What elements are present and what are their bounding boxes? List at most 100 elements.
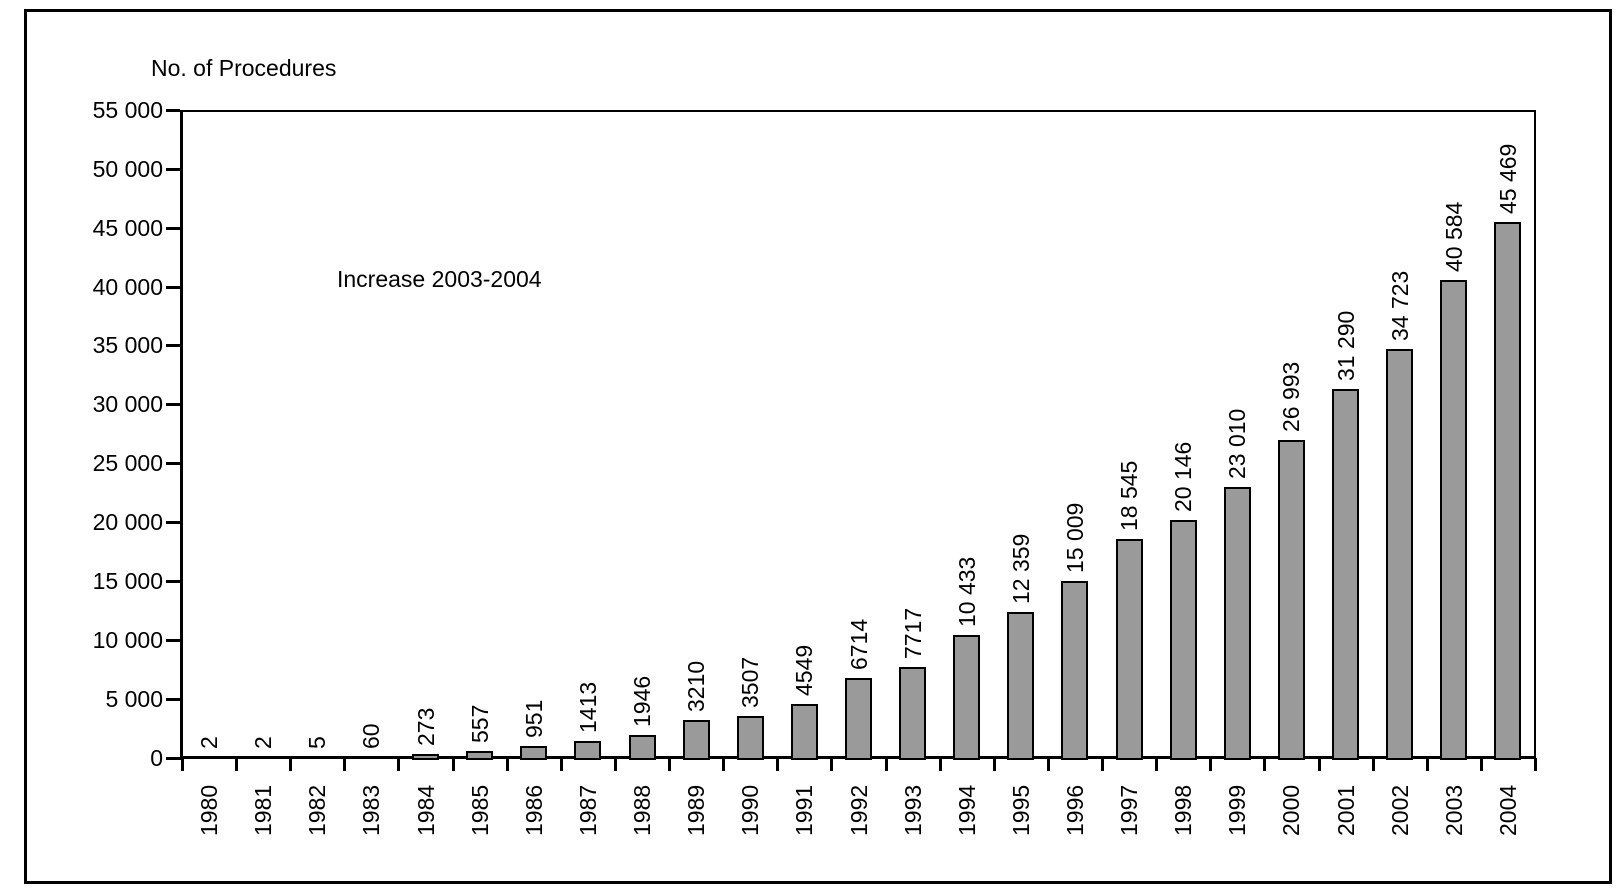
x-axis-label-1982: 1982 [304,784,330,836]
bar-1998 [1170,520,1197,760]
bar-value-label-1993: 7717 [900,607,926,659]
y-axis-label-35000: 35 000 [92,332,163,358]
bar-value-label-1998: 20 146 [1170,441,1196,512]
bar-value-label-1991: 4549 [791,644,817,696]
bar-1987 [574,741,601,760]
bar-1997 [1116,539,1143,760]
x-axis-tick [1047,758,1050,771]
bar-1994 [953,635,980,760]
x-axis-tick [1372,758,1375,771]
x-axis-label-1990: 1990 [737,784,763,836]
x-axis-label-1985: 1985 [467,784,493,836]
bar-value-label-1980: 2 [196,736,222,749]
y-axis-tick [166,168,180,171]
x-axis-tick [614,758,617,771]
y-axis-label-10000: 10 000 [92,627,163,653]
bar-1986 [520,746,547,760]
bar-2000 [1278,440,1305,760]
bar-value-label-1997: 18 545 [1116,460,1142,531]
x-axis-label-1983: 1983 [358,784,384,836]
bar-value-label-1992: 6714 [846,618,872,670]
plot-right-border [1534,110,1536,758]
bar-value-label-1987: 1413 [575,681,601,733]
y-axis-tick [166,286,180,289]
bar-1993 [899,667,926,760]
x-axis-tick [397,758,400,771]
bar-value-label-1988: 1946 [629,675,655,727]
y-axis-tick [166,462,180,465]
bar-1985 [466,751,493,760]
x-axis-label-1994: 1994 [954,784,980,836]
y-axis-tick [166,580,180,583]
x-axis-tick [181,758,184,771]
bar-2003 [1440,280,1467,760]
x-axis-label-1999: 1999 [1224,784,1250,836]
bar-value-label-1995: 12 359 [1008,533,1034,604]
x-axis-tick [1263,758,1266,771]
x-axis-label-2004: 2004 [1495,784,1521,836]
y-axis-label-15000: 15 000 [92,568,163,594]
x-axis-label-1988: 1988 [629,784,655,836]
y-axis-tick [166,227,180,230]
y-axis-label-0: 0 [150,745,163,771]
x-axis-label-1991: 1991 [791,784,817,836]
bar-value-label-1994: 10 433 [954,556,980,627]
bar-value-label-1986: 951 [521,699,547,738]
plot-top-border [182,110,1535,112]
bar-value-label-1999: 23 010 [1224,408,1250,479]
x-axis-tick [1426,758,1429,771]
x-axis-label-1989: 1989 [683,784,709,836]
x-axis-tick [506,758,509,771]
y-axis-label-25000: 25 000 [92,450,163,476]
bar-1988 [629,735,656,760]
y-axis-label-30000: 30 000 [92,391,163,417]
bar-value-label-1996: 15 009 [1062,502,1088,573]
x-axis-label-2003: 2003 [1441,784,1467,836]
bar-value-label-1985: 557 [467,704,493,743]
x-axis-label-1992: 1992 [846,784,872,836]
bar-value-label-1982: 5 [304,736,330,749]
bar-value-label-1989: 3210 [683,660,709,712]
y-axis-label-40000: 40 000 [92,274,163,300]
x-axis-label-1987: 1987 [575,784,601,836]
bar-value-label-1983: 60 [358,723,384,749]
bar-1999 [1224,487,1251,760]
x-axis-label-1998: 1998 [1170,784,1196,836]
bar-value-label-2002: 34 723 [1387,270,1413,341]
bar-2002 [1386,349,1413,760]
x-axis-tick [560,758,563,771]
x-axis-tick [289,758,292,771]
bar-value-label-2004: 45 469 [1495,143,1521,214]
bar-value-label-1981: 2 [250,736,276,749]
bar-1984 [412,754,439,760]
bar-2004 [1494,222,1521,760]
x-axis-tick [830,758,833,771]
x-axis-tick [885,758,888,771]
bar-1992 [845,678,872,760]
x-axis-label-1996: 1996 [1062,784,1088,836]
bar-1995 [1007,612,1034,760]
y-axis-line [180,110,183,760]
x-axis-tick [235,758,238,771]
chart-title: No. of Procedures [151,55,337,81]
x-axis-label-1986: 1986 [521,784,547,836]
bar-1989 [683,720,710,760]
x-axis-label-1995: 1995 [1008,784,1034,836]
x-axis-label-1981: 1981 [250,784,276,836]
x-axis-tick [1318,758,1321,771]
x-axis-tick [1101,758,1104,771]
y-axis-tick [166,757,180,760]
bar-2001 [1332,389,1359,760]
y-axis-label-5000: 5 000 [105,686,163,712]
bar-value-label-2003: 40 584 [1441,201,1467,272]
x-axis-label-1997: 1997 [1116,784,1142,836]
x-axis-label-1984: 1984 [413,784,439,836]
bar-value-label-1990: 3507 [737,656,763,708]
bar-1990 [737,716,764,760]
x-axis-label-1993: 1993 [900,784,926,836]
y-axis-tick [166,403,180,406]
y-axis-tick [166,344,180,347]
y-axis-tick [166,698,180,701]
x-axis-tick [668,758,671,771]
x-axis-tick [776,758,779,771]
